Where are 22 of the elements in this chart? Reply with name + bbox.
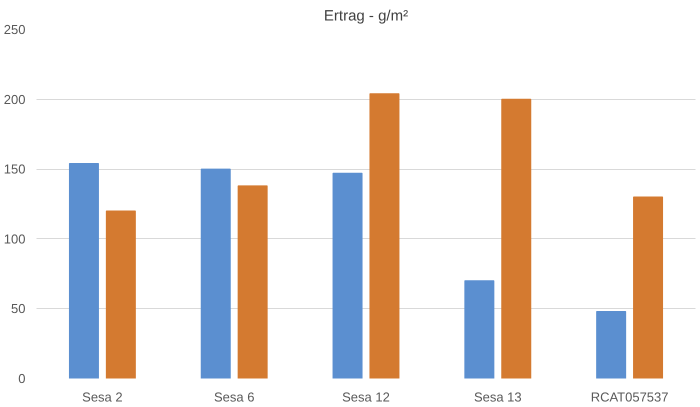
x-tick-label: RCAT057537	[590, 390, 669, 404]
bar	[200, 168, 231, 378]
x-tick-label: Sesa 2	[82, 390, 123, 404]
bar	[369, 93, 400, 378]
bar	[238, 185, 268, 378]
x-tick-label: Sesa 12	[342, 390, 390, 404]
bar	[68, 163, 99, 378]
y-tick-label: 100	[4, 231, 26, 246]
y-tick-label: 250	[4, 22, 26, 37]
y-tick-label: 0	[18, 371, 26, 386]
bar	[106, 210, 136, 378]
y-tick-label: 50	[11, 301, 26, 316]
x-tick-label: Sesa 6	[214, 390, 254, 404]
chart-title: Ertrag - g/m²	[324, 8, 408, 24]
bar	[596, 310, 626, 378]
y-tick-label: 200	[4, 92, 26, 107]
x-tick-label: Sesa 13	[474, 390, 522, 404]
bar	[464, 280, 494, 378]
bar	[633, 196, 664, 378]
bar	[332, 172, 363, 378]
y-tick-label: 150	[4, 162, 26, 177]
bar	[501, 98, 532, 378]
